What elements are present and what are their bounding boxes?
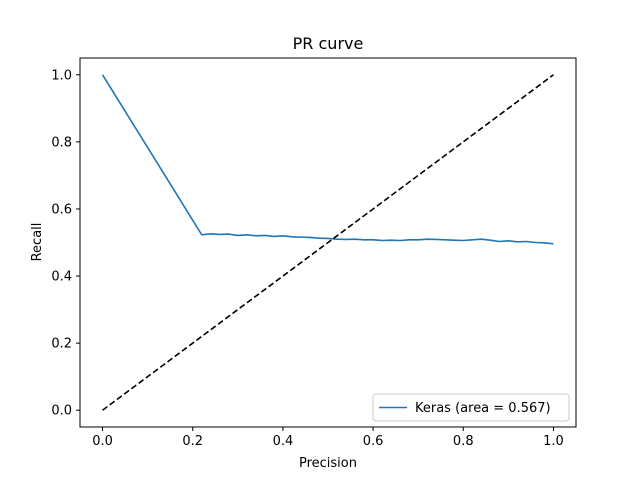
x-tick-label: 0.2 xyxy=(182,434,203,449)
y-tick-label: 0.6 xyxy=(51,202,72,217)
x-tick-label: 1.0 xyxy=(543,434,564,449)
x-axis: 0.0 0.2 0.4 0.6 0.8 1.0 xyxy=(92,427,564,449)
x-tick-label: 0.8 xyxy=(453,434,474,449)
y-tick-label: 0.0 xyxy=(51,404,72,419)
x-tick-label: 0.4 xyxy=(273,434,294,449)
legend-label: Keras (area = 0.567) xyxy=(415,401,551,416)
x-tick-label: 0.0 xyxy=(92,434,113,449)
axes-frame xyxy=(79,57,577,428)
legend-box xyxy=(372,393,570,422)
y-axis-title: Recall xyxy=(30,223,45,262)
legend: Keras (area = 0.567) xyxy=(372,393,570,422)
y-tick-label: 1.0 xyxy=(51,68,72,83)
chance-diagonal-line xyxy=(102,74,554,411)
y-axis: 0.0 0.2 0.4 0.6 0.8 1.0 xyxy=(51,68,80,419)
plot-area xyxy=(101,74,554,411)
y-tick-label: 0.4 xyxy=(51,270,72,285)
chart-title: PR curve xyxy=(293,34,364,53)
series-line-keras xyxy=(101,74,554,245)
y-tick-label: 0.2 xyxy=(51,337,72,352)
y-tick-label: 0.8 xyxy=(51,135,72,150)
x-tick-label: 0.6 xyxy=(363,434,384,449)
x-axis-title: Precision xyxy=(299,456,357,471)
